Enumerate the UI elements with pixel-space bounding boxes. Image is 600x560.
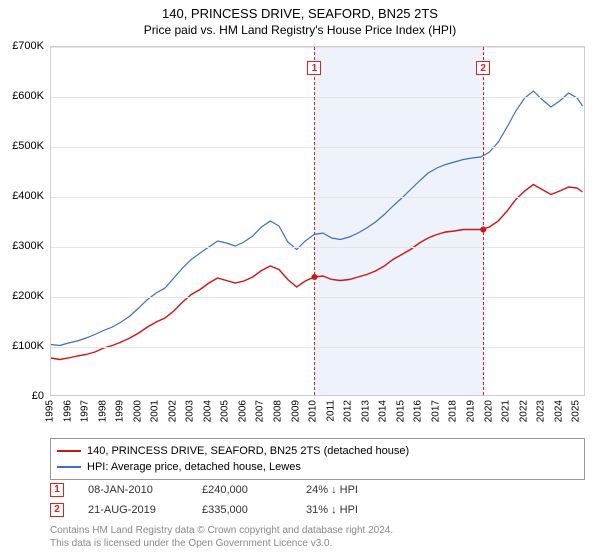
x-tick-label: 1997 — [80, 400, 91, 422]
x-tick-label: 2018 — [448, 400, 459, 422]
x-tick-label: 2024 — [553, 400, 564, 422]
chart-subtitle: Price paid vs. HM Land Registry's House … — [0, 21, 600, 37]
footer-line-1: Contains HM Land Registry data © Crown c… — [50, 524, 585, 537]
transaction-price: £335,000 — [202, 500, 282, 520]
transaction-delta: 31% ↓ HPI — [306, 500, 396, 520]
x-tick-label: 1995 — [45, 400, 56, 422]
chart-title: 140, PRINCESS DRIVE, SEAFORD, BN25 2TS — [0, 0, 600, 21]
x-tick-label: 2009 — [290, 400, 301, 422]
legend-label: 140, PRINCESS DRIVE, SEAFORD, BN25 2TS (… — [87, 443, 409, 459]
transaction-date: 08-JAN-2010 — [88, 480, 178, 500]
gridline — [51, 197, 584, 198]
gridline — [51, 247, 584, 248]
plot-area: 12 — [50, 46, 585, 396]
series-line-hpi — [51, 91, 583, 346]
x-tick-label: 2005 — [220, 400, 231, 422]
x-tick-label: 2015 — [395, 400, 406, 422]
gridline — [51, 347, 584, 348]
y-axis: £0£100K£200K£300K£400K£500K£600K£700K — [0, 46, 48, 396]
x-tick-label: 2017 — [430, 400, 441, 422]
gridline — [51, 97, 584, 98]
y-tick-label: £200K — [12, 290, 44, 302]
marker-vline — [314, 47, 315, 395]
transaction-date: 21-AUG-2019 — [88, 500, 178, 520]
transaction-row: 2 21-AUG-2019 £335,000 31% ↓ HPI — [50, 500, 585, 520]
marker-badge: 2 — [476, 61, 490, 75]
legend-item: 140, PRINCESS DRIVE, SEAFORD, BN25 2TS (… — [57, 443, 578, 459]
x-tick-label: 2022 — [518, 400, 529, 422]
x-tick-label: 2004 — [202, 400, 213, 422]
legend-swatch — [57, 466, 81, 468]
gridline — [51, 147, 584, 148]
x-tick-label: 2023 — [536, 400, 547, 422]
transaction-table: 1 08-JAN-2010 £240,000 24% ↓ HPI 2 21-AUG-201… — [50, 480, 585, 520]
transaction-badge: 1 — [50, 483, 64, 497]
marker-badge: 1 — [307, 61, 321, 75]
x-tick-label: 2014 — [378, 400, 389, 422]
transaction-delta: 24% ↓ HPI — [306, 480, 396, 500]
marker-vline — [483, 47, 484, 395]
x-tick-label: 2001 — [150, 400, 161, 422]
y-tick-label: £500K — [12, 140, 44, 152]
x-tick-label: 2000 — [132, 400, 143, 422]
legend-item: HPI: Average price, detached house, Lewe… — [57, 459, 578, 475]
x-tick-label: 2013 — [360, 400, 371, 422]
x-tick-label: 2006 — [237, 400, 248, 422]
y-tick-label: £0 — [32, 390, 44, 402]
x-tick-label: 2025 — [571, 400, 582, 422]
x-axis: 1995199619971998199920002001200220032004… — [50, 398, 585, 434]
y-tick-label: £700K — [12, 40, 44, 52]
x-tick-label: 2002 — [167, 400, 178, 422]
gridline — [51, 297, 584, 298]
plot-svg — [51, 47, 584, 395]
x-tick-label: 2012 — [343, 400, 354, 422]
y-tick-label: £300K — [12, 240, 44, 252]
x-tick-label: 2019 — [465, 400, 476, 422]
y-tick-label: £100K — [12, 340, 44, 352]
x-tick-label: 2021 — [501, 400, 512, 422]
x-tick-label: 2011 — [325, 400, 336, 422]
footer-attribution: Contains HM Land Registry data © Crown c… — [50, 524, 585, 550]
legend: 140, PRINCESS DRIVE, SEAFORD, BN25 2TS (… — [50, 438, 585, 480]
transaction-badge: 2 — [50, 503, 64, 517]
transaction-price: £240,000 — [202, 480, 282, 500]
y-tick-label: £400K — [12, 190, 44, 202]
x-tick-label: 2008 — [273, 400, 284, 422]
x-tick-label: 2016 — [413, 400, 424, 422]
chart-container: 140, PRINCESS DRIVE, SEAFORD, BN25 2TS P… — [0, 0, 600, 560]
footer-line-2: This data is licensed under the Open Gov… — [50, 537, 585, 550]
series-line-property — [51, 185, 583, 360]
gridline — [51, 47, 584, 48]
x-tick-label: 2003 — [185, 400, 196, 422]
x-tick-label: 2020 — [483, 400, 494, 422]
x-tick-label: 1998 — [97, 400, 108, 422]
y-tick-label: £600K — [12, 90, 44, 102]
legend-label: HPI: Average price, detached house, Lewe… — [87, 459, 301, 475]
legend-swatch — [57, 450, 81, 452]
x-tick-label: 1996 — [62, 400, 73, 422]
transaction-row: 1 08-JAN-2010 £240,000 24% ↓ HPI — [50, 480, 585, 500]
x-tick-label: 2010 — [308, 400, 319, 422]
x-tick-label: 2007 — [255, 400, 266, 422]
x-tick-label: 1999 — [115, 400, 126, 422]
